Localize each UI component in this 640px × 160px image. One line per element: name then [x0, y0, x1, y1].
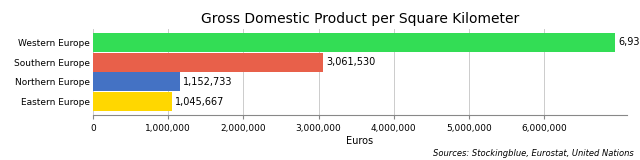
Text: 1,152,733: 1,152,733 [182, 77, 232, 87]
Text: 3,061,530: 3,061,530 [326, 57, 376, 67]
Bar [93, 52, 323, 72]
Text: 6,936,410: 6,936,410 [618, 37, 640, 47]
Title: Gross Domestic Product per Square Kilometer: Gross Domestic Product per Square Kilome… [201, 12, 519, 26]
X-axis label: Euros: Euros [346, 136, 374, 146]
Bar [93, 92, 172, 111]
Text: 1,045,667: 1,045,667 [175, 97, 224, 107]
Bar [93, 33, 615, 52]
Text: Sources: Stockingblue, Eurostat, United Nations: Sources: Stockingblue, Eurostat, United … [433, 149, 634, 158]
Bar [93, 72, 180, 92]
